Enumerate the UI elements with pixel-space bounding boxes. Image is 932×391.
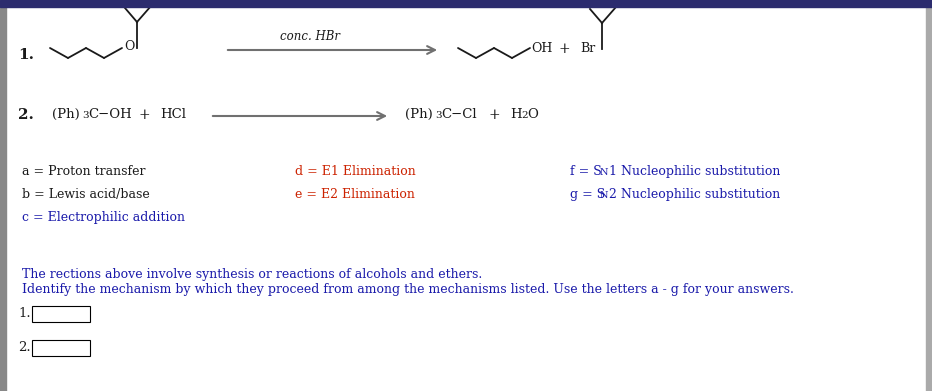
Text: 2.: 2. <box>18 341 31 354</box>
Text: f = S: f = S <box>570 165 602 178</box>
Text: 1 Nucleophilic substitution: 1 Nucleophilic substitution <box>609 165 780 178</box>
Bar <box>926 0 932 391</box>
Text: c = Electrophilic addition: c = Electrophilic addition <box>22 211 185 224</box>
Text: O: O <box>527 108 538 121</box>
Text: d = E1 Elimination: d = E1 Elimination <box>295 165 416 178</box>
Bar <box>0 0 6 391</box>
Text: O: O <box>124 41 134 54</box>
Text: 1.: 1. <box>18 48 34 62</box>
Text: The rections above involve synthesis or reactions of alcohols and ethers.: The rections above involve synthesis or … <box>22 268 482 281</box>
Text: e = E2 Elimination: e = E2 Elimination <box>295 188 415 201</box>
Text: 2 Nucleophilic substitution: 2 Nucleophilic substitution <box>609 188 780 201</box>
Text: +: + <box>488 108 500 122</box>
Text: 2: 2 <box>521 111 528 120</box>
Bar <box>0 0 932 7</box>
Text: Br: Br <box>580 43 596 56</box>
Text: 3: 3 <box>435 111 442 120</box>
Text: N: N <box>600 168 609 177</box>
Bar <box>32 306 90 322</box>
Text: 2.: 2. <box>18 108 34 122</box>
Text: +: + <box>558 42 569 56</box>
Bar <box>32 340 90 356</box>
Text: HCl: HCl <box>160 108 186 121</box>
Text: C−Cl: C−Cl <box>441 108 476 121</box>
Text: +: + <box>138 108 150 122</box>
Text: Identify the mechanism by which they proceed from among the mechanisms listed. U: Identify the mechanism by which they pro… <box>22 283 794 296</box>
Text: H: H <box>510 108 522 121</box>
Text: conc. HBr: conc. HBr <box>280 30 340 43</box>
Text: C−OH: C−OH <box>88 108 131 121</box>
Text: N: N <box>600 191 609 200</box>
Text: g = S: g = S <box>570 188 605 201</box>
Text: 1.: 1. <box>18 307 31 320</box>
Text: (Ph): (Ph) <box>52 108 80 121</box>
Text: 3: 3 <box>82 111 89 120</box>
Text: (Ph): (Ph) <box>405 108 432 121</box>
Text: b = Lewis acid/base: b = Lewis acid/base <box>22 188 150 201</box>
Text: a = Proton transfer: a = Proton transfer <box>22 165 145 178</box>
Text: OH: OH <box>531 41 553 54</box>
